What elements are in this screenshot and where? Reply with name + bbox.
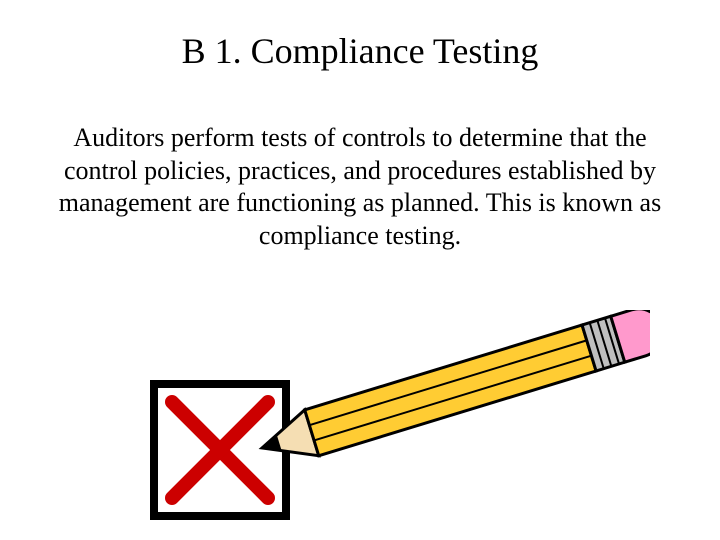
slide-body-text: Auditors perform tests of controls to de…: [40, 122, 680, 252]
pencil-checkbox-graphic: [150, 310, 650, 530]
slide-title: B 1. Compliance Testing: [40, 30, 680, 72]
pencil-icon: [255, 310, 650, 471]
